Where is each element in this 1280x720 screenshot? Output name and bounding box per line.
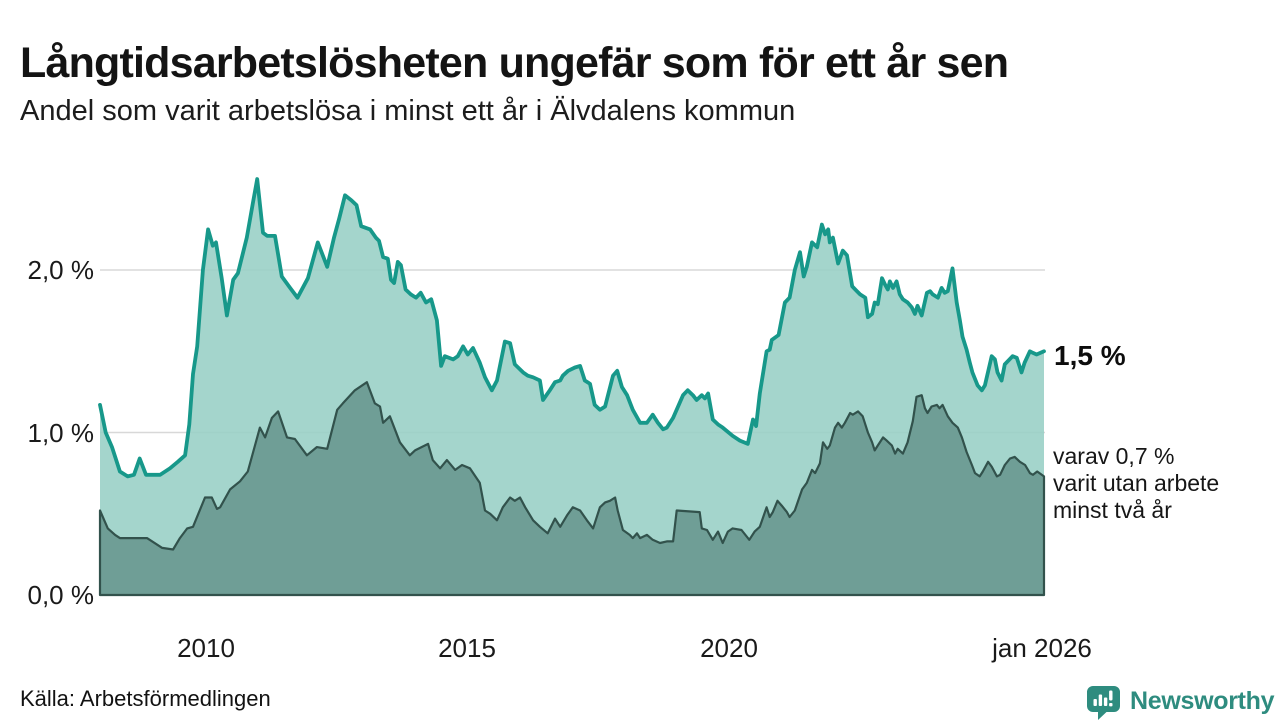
page-title: Långtidsarbetslösheten ungefär som för e… [20,38,1009,87]
area-unemployed-two-years [98,381,1046,597]
annotation-line: minst två år [1053,497,1172,523]
newsworthy-wordmark: Newsworthy [1130,687,1275,715]
x-axis-tick-jan-2026: jan 2026 [992,633,1092,663]
annotation-line: varit utan arbete [1053,470,1220,496]
annotation-line: varav 0,7 % [1053,443,1175,469]
x-axis-tick-2015: 2015 [438,633,496,663]
x-axis-tick-2020: 2020 [700,633,758,663]
subtitle: Andel som varit arbetslösa i minst ett å… [20,95,796,127]
line-unemployed-one-year [98,177,1046,479]
latest-value-label: 1,5 % [1054,340,1126,371]
two-year-annotation: varav 0,7 % varit utan arbete minst två … [1053,443,1219,524]
source-credit: Källa: Arbetsförmedlingen [20,686,271,711]
y-axis-tick-2: 2,0 % [27,255,95,285]
y-axis-tick-0: 0,0 % [27,580,95,610]
x-axis-tick-2010: 2010 [177,633,235,663]
newsworthy-logo: Newsworthy [1085,683,1275,720]
y-axis-tick-1: 1,0 % [27,418,95,448]
newsworthy-bubble-icon [1087,685,1120,720]
